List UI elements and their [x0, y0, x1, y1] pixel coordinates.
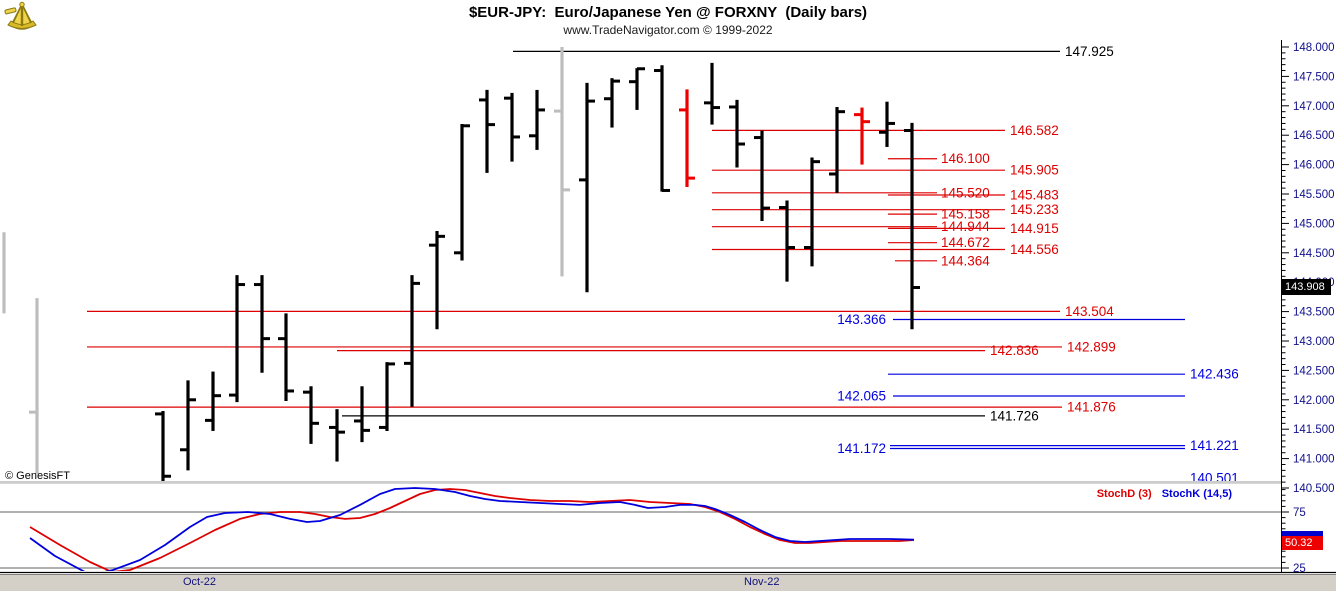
level-label-145.483[interactable]: 145.483 [1010, 187, 1059, 202]
level-label-145.905[interactable]: 145.905 [1010, 163, 1059, 178]
date-label-oct: Oct-22 [183, 576, 217, 588]
level-label-140.501[interactable]: 140.501 [1190, 470, 1239, 485]
level-label-141.876[interactable]: 141.876 [1067, 400, 1116, 415]
ohlc-bar[interactable] [679, 89, 695, 187]
price-axis-label: 144.500 [1293, 248, 1335, 260]
ohlc-bar[interactable] [229, 275, 245, 403]
chart-header: $EUR-JPY: Euro/Japanese Yen @ FORXNY (Da… [0, 0, 1336, 37]
level-label-144.556[interactable]: 144.556 [1010, 242, 1059, 257]
ohlc-bar[interactable] [404, 275, 420, 407]
price-axis-label: 142.500 [1293, 365, 1335, 377]
ohlc-bar[interactable] [804, 157, 820, 267]
price-axis-label: 141.000 [1293, 454, 1335, 466]
level-label-141.221[interactable]: 141.221 [1190, 438, 1239, 453]
legend-stochk[interactable]: StochK (14,5) [1161, 488, 1232, 500]
price-axis[interactable]: 140.500 141.000 141.500 142.000 142.500 143.0… [1281, 40, 1335, 575]
chart-title: $EUR-JPY: Euro/Japanese Yen @ FORXNY (Da… [468, 4, 868, 21]
level-label-143.504[interactable]: 143.504 [1065, 304, 1114, 319]
ohlc-bar[interactable] [504, 92, 520, 162]
price-axis-label: 145.000 [1293, 218, 1335, 230]
ohlc-bar[interactable] [704, 62, 720, 125]
price-axis-label: 145.500 [1293, 189, 1335, 201]
level-label-142.065[interactable]: 142.065 [837, 388, 886, 403]
ohlc-bar[interactable] [629, 67, 645, 110]
stoch-curve-StochK[interactable] [29, 487, 915, 573]
price-axis-label: 146.000 [1293, 160, 1335, 172]
level-label-142.899[interactable]: 142.899 [1067, 339, 1116, 354]
level-label-145.233[interactable]: 145.233 [1010, 202, 1059, 217]
ohlc-bar[interactable] [479, 89, 495, 173]
level-label-142.836[interactable]: 142.836 [990, 343, 1039, 358]
date-label-nov: Nov-22 [744, 576, 780, 588]
ohlc-bar[interactable] [879, 101, 895, 147]
stoch-axis-label: 75 [1293, 507, 1306, 519]
ohlc-bar[interactable] [205, 371, 221, 431]
stoch-axis-label: 25 [1293, 563, 1306, 575]
price-axis-label: 140.500 [1293, 483, 1335, 495]
ohlc-bar[interactable] [303, 386, 319, 444]
ohlc-bar[interactable] [604, 78, 620, 128]
ohlc-bar[interactable] [654, 65, 670, 192]
ohlc-bar[interactable] [254, 275, 270, 373]
date-axis-bar[interactable] [0, 574, 1336, 591]
level-label-146.582[interactable]: 146.582 [1010, 123, 1059, 138]
level-label-146.100[interactable]: 146.100 [941, 151, 990, 166]
ohlc-bar[interactable] [729, 99, 745, 168]
level-label-144.915[interactable]: 144.915 [1010, 221, 1059, 236]
ohlc-bar[interactable] [155, 410, 171, 487]
last-price-box: 143.908 [1282, 279, 1331, 295]
price-axis-label: 142.000 [1293, 395, 1335, 407]
ohlc-bar[interactable] [180, 380, 196, 471]
price-pane: 147.925 146.582 146.100 145.905 145.520 145.4… [2, 44, 1239, 487]
ohlc-bar[interactable] [454, 124, 470, 261]
genesis-watermark: © GenesisFT [5, 470, 70, 482]
ohlc-bar[interactable] [379, 362, 395, 431]
genesis-logo-icon [4, 1, 37, 30]
ohlc-bar[interactable] [429, 231, 445, 330]
level-label-145.520[interactable]: 145.520 [941, 185, 990, 200]
price-axis-label: 143.500 [1293, 307, 1335, 319]
stoch-curve-StochD[interactable] [29, 488, 915, 572]
ohlc-bar[interactable] [779, 200, 795, 282]
ohlc-bar[interactable] [754, 130, 770, 222]
ohlc-bar[interactable] [278, 313, 294, 401]
ohlc-bar[interactable] [354, 386, 370, 443]
level-label-141.726[interactable]: 141.726 [990, 408, 1039, 423]
ohlc-bar[interactable] [829, 106, 845, 193]
ohlc-bar[interactable] [529, 89, 545, 150]
price-axis-label: 141.500 [1293, 424, 1335, 436]
ohlc-bar[interactable] [904, 122, 920, 330]
price-axis-label: 143.000 [1293, 336, 1335, 348]
level-label-141.172[interactable]: 141.172 [837, 441, 886, 456]
ohlc-bar[interactable] [329, 409, 345, 462]
ohlc-bar[interactable] [854, 107, 870, 165]
level-label-143.366[interactable]: 143.366 [837, 312, 886, 327]
stochd-value-box: 50.32 [1282, 536, 1323, 550]
indicator-legend: StochD (3) StochK (14,5) [1097, 488, 1232, 500]
level-label-144.944[interactable]: 144.944 [941, 219, 990, 234]
level-label-144.364[interactable]: 144.364 [941, 253, 990, 268]
chart-subtitle: www.TradeNavigator.com © 1999-2022 [563, 23, 773, 37]
legend-stochd[interactable]: StochD (3) [1096, 488, 1152, 500]
level-label-142.436[interactable]: 142.436 [1190, 367, 1239, 382]
ohlc-bar[interactable] [579, 82, 595, 293]
level-label-147.925[interactable]: 147.925 [1065, 44, 1114, 59]
stochastic-pane [0, 487, 1281, 573]
level-label-145.158[interactable]: 145.158 [941, 207, 990, 222]
price-axis-label: 148.000 [1293, 42, 1335, 54]
price-axis-label: 147.000 [1293, 101, 1335, 113]
price-axis-label: 146.500 [1293, 130, 1335, 142]
price-axis-label: 147.500 [1293, 71, 1335, 83]
level-label-144.672[interactable]: 144.672 [941, 235, 990, 250]
